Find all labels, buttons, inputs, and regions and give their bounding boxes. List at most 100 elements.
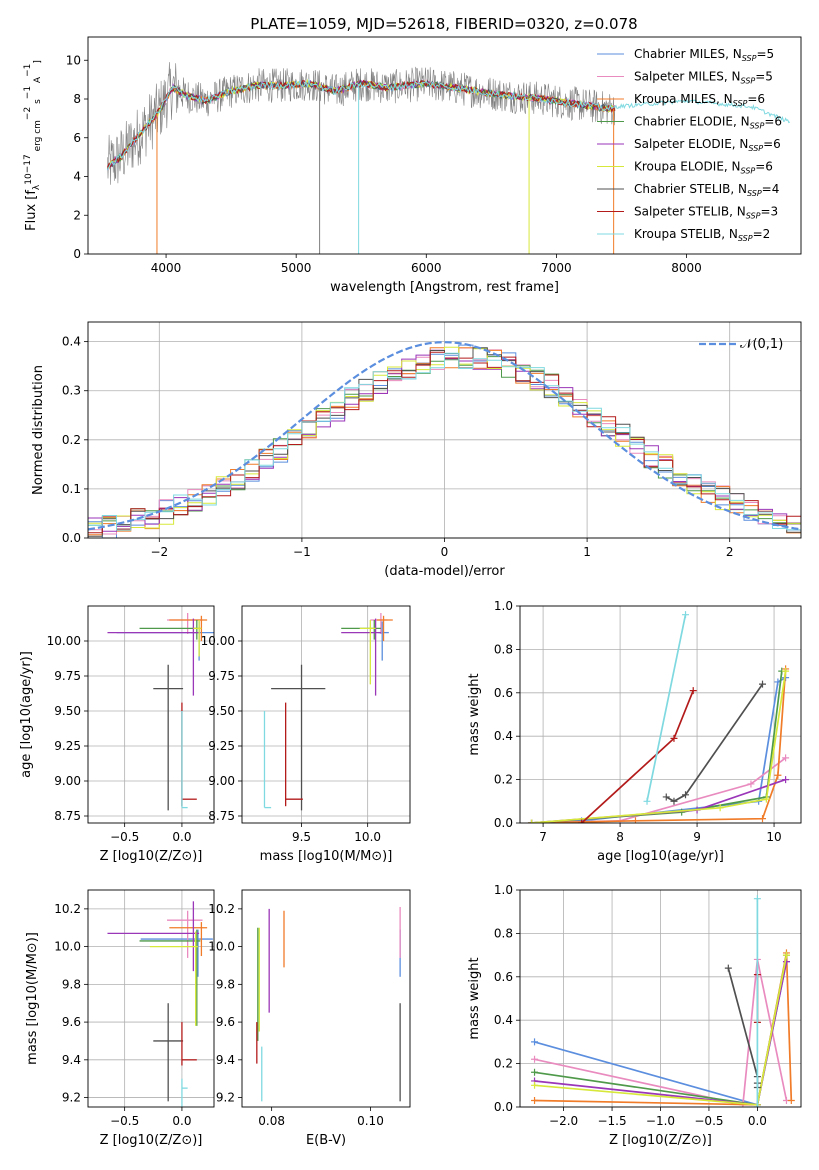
series-marker-salpeter_stelib [689,687,697,695]
mass_vs_Z-frame [87,889,215,1108]
series-marker-kroupa_elodie [782,951,790,959]
x-tick-label: 1 [583,545,591,559]
legend-model: Salpeter STELIB, N [634,205,746,219]
ylabel-part: −17 [23,154,33,173]
legend-label: Salpeter STELIB, NSSP=3 [634,205,778,221]
x-tick-label: −2 [150,545,168,559]
y-tick-label: 9.4 [216,1053,235,1067]
series-line-kroupa_stelib [646,614,687,802]
age_vs_mass-errorbars [263,613,393,811]
legend-label: Chabrier STELIB, NSSP=4 [634,182,779,198]
series-marker-kroupa_elodie [782,667,790,675]
x-tick-label: 8 [616,830,624,844]
x-tick-label: −2.0 [549,1114,578,1128]
ylabel-part: −1 [23,64,33,77]
legend-sub: SSP [741,77,756,86]
series-marker-kroupa_miles [631,817,639,823]
series-marker-chabrier_stelib [682,791,690,799]
series-marker-kroupa_miles [759,815,767,823]
ylabel-part: A [33,76,43,86]
legend-n: =4 [762,182,780,196]
y-tick-label: 0.4 [62,335,81,349]
legend-model: Salpeter ELODIE, N [634,137,748,151]
series-line-salpeter_stelib [581,690,694,823]
y-tick-label: 0.1 [62,482,81,496]
model-tail-line [614,99,791,124]
series-marker-kroupa_miles [787,1096,795,1104]
y-tick-label: 0 [73,247,81,261]
y-tick-label: 0.3 [62,384,81,398]
ylabel-part: −1 [23,86,33,99]
x-tick-label: −0.5 [110,1114,139,1128]
residual-histograms [88,341,801,538]
series-marker-salpeter_elodie [782,776,790,784]
y-tick-label: 9.00 [54,774,81,788]
data-spectrum-line [107,62,616,185]
series-marker-kroupa_stelib [682,611,690,619]
y-tick-label: 0.6 [494,686,513,700]
y-tick-label: 8.75 [54,809,81,823]
y-tick-label: 0.0 [494,816,513,830]
x-tick-label: 0.08 [258,1114,285,1128]
legend-model: Kroupa ELODIE, N [634,160,741,174]
weight_vs_age-frame [519,605,802,824]
y-tick-label: 9.50 [54,704,81,718]
hist-step-kroupa_stelib [88,352,801,531]
y-tick-label: 9.75 [208,669,235,683]
weight_vs_age-ylabel: mass weight [467,673,482,755]
weight_vs_age-axes: 7 8 9 10 0.0 0.2 0.4 0.6 0.8 1.0 [494,599,801,844]
legend-sub: SSP [747,189,762,198]
x-tick-label: 7 [539,830,547,844]
y-tick-label: 1.0 [494,599,513,613]
ylabel-part: 10 [24,173,34,185]
legend-sub: SSP [742,54,757,63]
series-marker-chabrier_stelib [759,680,767,688]
series-marker-kroupa_elodie [762,795,770,803]
x-tick-label: 5000 [281,261,312,275]
y-tick-label: 0.2 [494,773,513,787]
y-tick-label: 9.75 [54,669,81,683]
x-tick-label: 0.0 [172,830,191,844]
series-marker-kroupa_stelib [753,895,761,903]
x-tick-label: 10 [766,830,781,844]
y-tick-label: 0.6 [494,970,513,984]
legend-label: Kroupa STELIB, NSSP=2 [634,227,770,243]
residuals-axes: −2 −1 0 1 2 0.0 0.1 0.2 0.3 0.4 [62,322,801,559]
ylabel-part: −2 [23,107,33,120]
ylabel-part: Flux [f [24,190,39,231]
x-tick-label: −1 [293,545,311,559]
y-tick-label: 9.4 [62,1053,81,1067]
y-tick-label: 9.25 [208,739,235,753]
series-marker-salpeter_miles [531,1055,539,1063]
y-tick-label: 0.8 [494,642,513,656]
series-marker-chabrier_stelib [670,797,678,805]
y-tick-label: 10.00 [201,634,235,648]
series-marker-chabrier_miles [531,1038,539,1046]
y-tick-label: 4 [73,170,81,184]
mass_vs_ebv-frame [241,889,411,1108]
x-tick-label: 0.0 [172,1114,191,1128]
age_vs_Z-xlabel: Z [log10(Z/Z⊙)] [100,849,203,864]
series-marker-kroupa_elodie [528,819,536,823]
series-marker-chabrier_elodie [531,1068,539,1076]
y-tick-label: 9.50 [208,704,235,718]
series-marker-kroupa_miles [531,1096,539,1104]
y-tick-label: 9.8 [216,977,235,991]
y-tick-label: 9.2 [216,1091,235,1105]
series-line-chabrier_stelib [727,967,759,1088]
series-line-salpeter_elodie [531,778,786,823]
legend-n: =6 [747,92,765,106]
x-tick-label: 0.0 [748,1114,767,1128]
mass_vs_ebv-axes: 0.08 0.10 9.2 9.4 9.6 9.8 10.0 10.2 [208,902,384,1128]
residuals-ylabel: Normed distribution [31,365,46,495]
mass_vs_Z-errorbars [107,901,213,1107]
legend-sub: SSP [738,234,753,243]
legend-label: Kroupa ELODIE, NSSP=6 [634,160,773,176]
x-tick-label: 6000 [411,261,442,275]
weight_vs_Z-series [531,895,795,1107]
spectrum-lines [107,62,791,254]
legend-n: =5 [756,47,774,61]
series-marker-salpeter_miles [782,754,790,762]
weight_vs_age-xlabel: age [log10(age/yr)] [597,849,724,864]
weight_vs_Z-xlabel: Z [log10(Z/Z⊙)] [609,1133,712,1148]
